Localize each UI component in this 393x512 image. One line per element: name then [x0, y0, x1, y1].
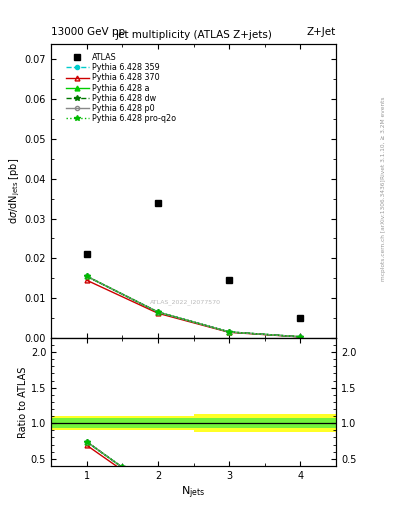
Pythia 6.428 p0	[298, 334, 303, 340]
ATLAS	[227, 277, 231, 283]
Pythia 6.428 p0	[227, 329, 231, 335]
Pythia 6.428 359	[84, 273, 89, 280]
Pythia 6.428 p0	[84, 273, 89, 280]
Pythia 6.428 pro-q2o	[156, 309, 160, 315]
Text: Z+Jet: Z+Jet	[307, 27, 336, 37]
Pythia 6.428 359	[156, 309, 160, 315]
Pythia 6.428 a	[227, 329, 231, 335]
Pythia 6.428 359	[298, 334, 303, 340]
ATLAS	[298, 315, 303, 321]
Text: ATLAS_2022_I2077570: ATLAS_2022_I2077570	[149, 300, 220, 306]
Text: 13000 GeV pp: 13000 GeV pp	[51, 27, 125, 37]
Pythia 6.428 a	[298, 334, 303, 340]
Pythia 6.428 dw	[84, 273, 89, 280]
Pythia 6.428 dw	[156, 309, 160, 315]
Pythia 6.428 pro-q2o	[84, 273, 89, 280]
Pythia 6.428 pro-q2o	[227, 329, 231, 335]
Text: Rivet 3.1.10, ≥ 3.2M events: Rivet 3.1.10, ≥ 3.2M events	[381, 97, 386, 180]
ATLAS	[156, 200, 160, 206]
Line: Pythia 6.428 pro-q2o: Pythia 6.428 pro-q2o	[84, 273, 303, 339]
Line: Pythia 6.428 370: Pythia 6.428 370	[84, 278, 303, 339]
Line: Pythia 6.428 p0: Pythia 6.428 p0	[84, 274, 303, 339]
Y-axis label: d$\sigma$/dN$_{\rm jets}$ [pb]: d$\sigma$/dN$_{\rm jets}$ [pb]	[7, 158, 22, 224]
X-axis label: N$_{\rm jets}$: N$_{\rm jets}$	[182, 485, 206, 501]
Pythia 6.428 370	[227, 329, 231, 335]
Pythia 6.428 370	[84, 277, 89, 283]
Pythia 6.428 p0	[156, 309, 160, 315]
Pythia 6.428 a	[84, 273, 89, 280]
Title: Jet multiplicity (ATLAS Z+jets): Jet multiplicity (ATLAS Z+jets)	[115, 30, 272, 40]
Pythia 6.428 a	[156, 309, 160, 315]
Pythia 6.428 370	[156, 310, 160, 316]
Pythia 6.428 dw	[298, 334, 303, 340]
Text: mcplots.cern.ch [arXiv:1306.3436]: mcplots.cern.ch [arXiv:1306.3436]	[381, 180, 386, 281]
Line: ATLAS: ATLAS	[84, 200, 303, 321]
Pythia 6.428 359	[227, 329, 231, 335]
Line: Pythia 6.428 359: Pythia 6.428 359	[84, 274, 303, 339]
Pythia 6.428 pro-q2o	[298, 334, 303, 340]
Legend: ATLAS, Pythia 6.428 359, Pythia 6.428 370, Pythia 6.428 a, Pythia 6.428 dw, Pyth: ATLAS, Pythia 6.428 359, Pythia 6.428 37…	[64, 51, 178, 125]
ATLAS	[84, 251, 89, 258]
Y-axis label: Ratio to ATLAS: Ratio to ATLAS	[18, 366, 28, 438]
Line: Pythia 6.428 dw: Pythia 6.428 dw	[84, 273, 303, 339]
Line: Pythia 6.428 a: Pythia 6.428 a	[84, 274, 303, 339]
Pythia 6.428 dw	[227, 329, 231, 335]
Pythia 6.428 370	[298, 334, 303, 340]
